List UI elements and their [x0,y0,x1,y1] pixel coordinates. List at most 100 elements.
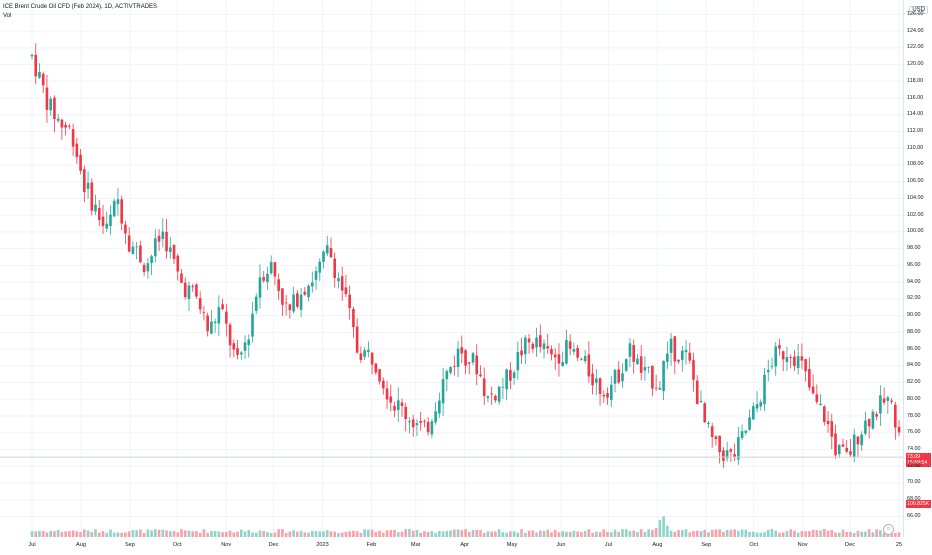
volume-bar [90,532,94,537]
price-tick-label: 112.00 [907,128,924,135]
candle-body [232,343,236,350]
price-tick-label: 108.00 [907,161,924,168]
candle-body [789,357,792,358]
volume-bar [591,532,594,537]
volume-bar [370,529,374,537]
candle-body [415,423,419,426]
candle-body [673,336,677,362]
time-tick-label: Nov [798,542,808,548]
volume-bar [94,529,97,537]
candle-body [538,335,542,348]
candle-body [116,199,120,205]
candle-body [894,404,897,428]
time-tick-label: Feb [367,542,377,548]
candle-body [617,369,621,383]
candle-body [830,421,834,437]
candle-body [632,345,636,362]
price-tick-label: 86.00 [907,345,921,352]
volume-bar [363,529,366,537]
volume-bar [561,531,565,537]
candle-body [621,373,624,382]
candle-body [815,394,819,402]
candle-body [561,362,565,367]
candle-body [38,72,41,78]
candle-body [464,350,467,366]
candle-body [759,402,763,407]
candle-body [251,313,254,337]
volume-bar [381,532,385,537]
volume-bar [378,530,381,537]
volume-value-tag: 100.825K [906,500,931,508]
candle-body [195,284,198,297]
volume-bar [404,529,408,537]
time-tick-label: Sep [125,542,135,548]
candle-body [53,97,56,119]
volume-bar [871,532,875,537]
candle-body [565,340,568,364]
candle-body [202,312,206,314]
candle-body [542,343,546,350]
volume-bar [56,529,60,537]
volume-bar [684,529,688,537]
price-tick-label: 118.00 [907,77,924,84]
price-axis[interactable]: USD 73.09 15:59:54 100.825K 66.00 68.00 70… [903,0,932,537]
volume-bar [187,530,191,537]
candle-body [370,352,374,365]
volume-bar [45,532,49,537]
candle-body [662,360,665,392]
candle-body [434,411,437,423]
candle-body [337,278,340,282]
volume-bar [269,532,273,537]
volume-bar [228,530,232,537]
time-tick-label: Nov [221,542,231,548]
volume-bar [449,530,452,537]
candle-body [90,182,94,211]
volume-bar [766,529,770,537]
candle-body [651,365,654,389]
candle-body [849,451,852,455]
candle-body [374,363,378,373]
volume-bar [281,529,284,537]
volume-bar [68,531,71,537]
volume-bar [83,529,86,537]
price-tick-label: 90.00 [907,312,921,319]
volume-bar [699,531,703,537]
candle-body [886,397,890,401]
volume-bar [340,532,344,537]
candle-body [550,348,553,355]
candle-body [568,341,572,349]
volume-bar [157,529,161,537]
currency-badge[interactable]: USD [909,6,928,14]
volume-bar [400,531,404,537]
volume-bar [367,529,370,537]
price-tick-label: 100.00 [907,228,924,235]
volume-bar [299,530,303,537]
candle-body [83,169,86,192]
volume-bar [722,531,725,537]
candle-body [60,119,64,128]
candle-body [707,423,710,424]
candle-body [303,291,307,295]
candle-body [139,245,142,263]
volume-bar [86,530,90,537]
price-tick-label: 78.00 [907,412,921,419]
candle-body [714,436,718,440]
volume-bar [789,529,792,537]
volume-bar [598,532,602,537]
candle-body [654,387,658,389]
candle-body [841,444,845,447]
candle-body [516,352,520,371]
volume-bar [307,532,310,537]
volume-bar [30,531,34,537]
reset-chart-button[interactable]: ○ [883,524,894,535]
candle-body [890,400,893,402]
volume-bar [232,532,236,537]
volume-bar [120,532,124,537]
volume-bar [845,531,849,537]
candle-body [307,285,310,298]
candle-body [45,87,49,110]
volume-bar [296,531,299,537]
candle-body [210,321,213,334]
